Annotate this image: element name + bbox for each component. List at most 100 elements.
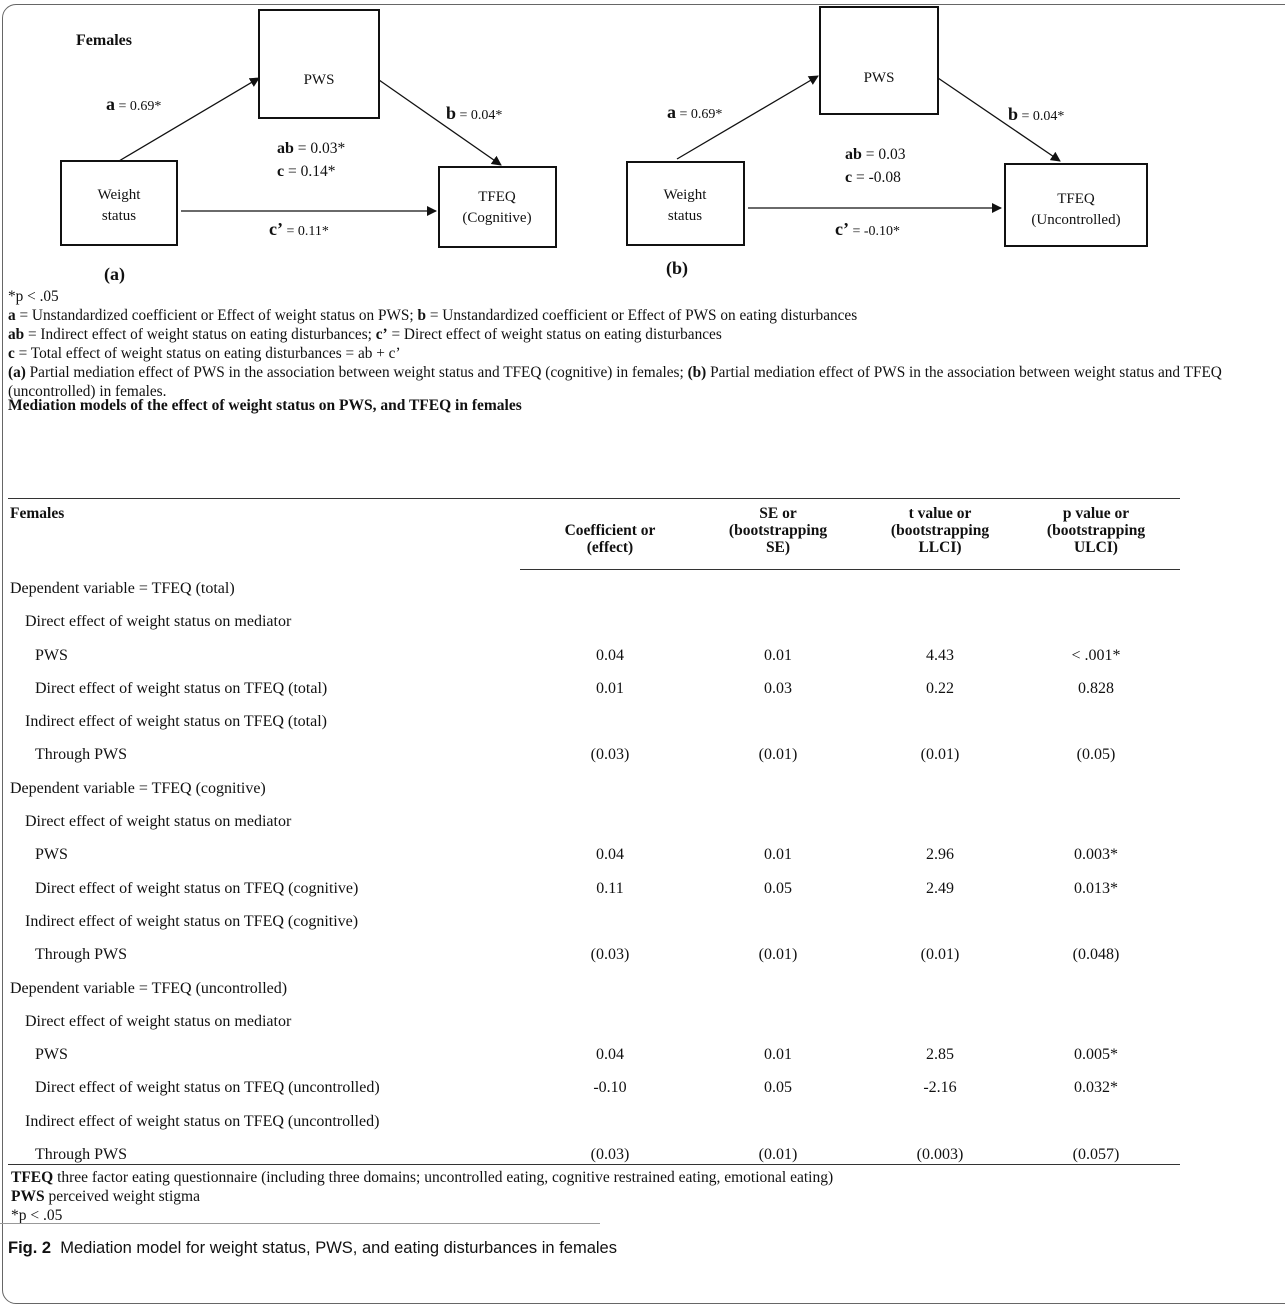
row-value-col2: (0.01) <box>758 746 798 764</box>
coef-b-a: b = 0.04* <box>446 103 502 123</box>
row-value-col1: 0.04 <box>596 846 624 864</box>
row-value-col2: 0.01 <box>764 1046 792 1064</box>
mediation-diagrams: Females PWS Weight status TFEQ (Cognitiv… <box>60 6 1148 285</box>
path-a-arrow-b <box>676 75 819 160</box>
row-label: Direct effect of weight status on TFEQ (… <box>35 879 359 897</box>
row-value-col3: 4.43 <box>926 646 954 664</box>
footnote-pws: PWS perceived weight stigma <box>11 1188 200 1205</box>
pws-box-a-label: PWS <box>304 72 335 88</box>
row-label: Through PWS <box>35 946 127 964</box>
row-value-col3: 2.96 <box>926 846 954 864</box>
table-row: Direct effect of weight status on TFEQ (… <box>8 873 1180 906</box>
note-ab-c-prime-definition: ab = Indirect effect of weight status on… <box>8 326 722 343</box>
row-value-col1: (0.03) <box>590 1146 630 1164</box>
row-label: Direct effect of weight status on TFEQ (… <box>35 679 328 697</box>
tfeq-box-a-line1: TFEQ <box>478 189 516 205</box>
row-label: PWS <box>35 846 68 864</box>
row-value-col2: 0.01 <box>764 846 792 864</box>
row-value-col3: (0.01) <box>920 746 960 764</box>
coef-c-a: c = 0.14* <box>277 163 336 180</box>
row-label: Dependent variable = TFEQ (cognitive) <box>10 779 266 797</box>
row-value-col4: 0.003* <box>1074 846 1118 864</box>
row-value-col2: 0.03 <box>764 679 792 697</box>
coef-a-b: a = 0.69* <box>667 102 722 122</box>
row-label: Through PWS <box>35 746 127 764</box>
header-rule <box>520 569 1180 570</box>
row-value-col1: 0.01 <box>596 679 624 697</box>
group-label: Females <box>76 32 132 49</box>
row-value-col1: -0.10 <box>593 1079 627 1097</box>
table-row: Dependent variable = TFEQ (total) <box>8 573 1180 606</box>
row-label: Direct effect of weight status on mediat… <box>25 813 292 831</box>
row-label: Dependent variable = TFEQ (total) <box>10 580 235 597</box>
diagram-a-label: (a) <box>104 264 125 285</box>
row-label: Direct effect of weight status on mediat… <box>25 613 292 631</box>
row-value-col4: (0.048) <box>1072 946 1120 964</box>
note-a-b-definition: a = Unstandardized coefficient or Effect… <box>8 307 858 324</box>
note-significance: *p < .05 <box>8 288 59 305</box>
header-females: Females <box>10 505 65 522</box>
table-row: Through PWS (0.03) (0.01) (0.01) (0.05) <box>8 739 1180 772</box>
row-value-col2: 0.01 <box>764 646 792 664</box>
pws-box-a <box>258 9 380 119</box>
table-row: PWS 0.04 0.01 2.96 0.003* <box>8 839 1180 872</box>
row-label: PWS <box>35 1046 68 1064</box>
table-bottom-rule <box>8 1164 1180 1165</box>
header-t-value: t value or (bootstrapping LLCI) <box>890 505 990 556</box>
row-value-col2: 0.05 <box>764 879 792 897</box>
header-se: SE or (bootstrapping SE) <box>728 505 828 556</box>
row-value-col1: 0.04 <box>596 646 624 664</box>
table-row: Indirect effect of weight status on TFEQ… <box>8 906 1180 939</box>
row-label: Indirect effect of weight status on TFEQ… <box>25 1112 380 1130</box>
table-row: Direct effect of weight status on TFEQ (… <box>8 1072 1180 1105</box>
tfeq-box-b-line2: (Uncontrolled) <box>1031 212 1120 228</box>
row-value-col2: (0.01) <box>758 1146 798 1164</box>
row-value-col1: 0.04 <box>596 1046 624 1064</box>
row-value-col3: 0.22 <box>926 679 954 697</box>
diagram-notes: *p < .05 a = Unstandardized coefficient … <box>8 287 1283 401</box>
diagram-b-label: (b) <box>666 258 688 279</box>
weight-status-box-b <box>626 161 745 246</box>
row-value-col1: (0.03) <box>590 946 630 964</box>
row-label: Indirect effect of weight status on TFEQ… <box>25 713 327 731</box>
note-panel-descriptions: (a) Partial mediation effect of PWS in t… <box>8 364 1222 400</box>
table-row: Direct effect of weight status on mediat… <box>8 806 1180 839</box>
row-value-col1: (0.03) <box>590 746 630 764</box>
row-value-col2: 0.05 <box>764 1079 792 1097</box>
table-row: PWS 0.04 0.01 4.43 < .001* <box>8 640 1180 673</box>
row-value-col4: 0.005* <box>1074 1046 1118 1064</box>
table-row: Indirect effect of weight status on TFEQ… <box>8 706 1180 739</box>
path-b-arrow-b <box>937 77 1061 162</box>
header-p-value: p value or (bootstrapping ULCI) <box>1046 505 1146 556</box>
weight-status-box-b-line1: Weight <box>664 187 708 203</box>
row-value-col4: 0.828 <box>1078 679 1114 697</box>
row-label: Direct effect of weight status on TFEQ (… <box>35 1079 380 1097</box>
weight-status-box-a-line1: Weight <box>98 187 142 203</box>
row-value-col2: (0.01) <box>758 946 798 964</box>
diagram-b: PWS Weight status TFEQ (Uncontrolled) a … <box>626 6 1148 279</box>
row-label: Through PWS <box>35 1146 127 1164</box>
path-a-arrow <box>118 77 260 162</box>
row-label: PWS <box>35 646 68 664</box>
row-value-col1: 0.11 <box>596 879 624 897</box>
row-label: Dependent variable = TFEQ (uncontrolled) <box>10 979 288 997</box>
table-row: Through PWS (0.03) (0.01) (0.003) (0.057) <box>8 1139 1180 1172</box>
footnote-tfeq: TFEQ three factor eating questionnaire (… <box>11 1169 834 1186</box>
row-value-col3: -2.16 <box>923 1079 957 1097</box>
table-row: Direct effect of weight status on mediat… <box>8 1006 1180 1039</box>
table-row: Dependent variable = TFEQ (uncontrolled) <box>8 973 1180 1006</box>
pws-box-b <box>819 6 939 115</box>
row-value-col4: (0.05) <box>1076 746 1116 764</box>
row-value-col4: 0.013* <box>1074 879 1118 897</box>
row-value-col3: (0.003) <box>916 1146 964 1164</box>
path-b-arrow <box>378 79 502 166</box>
coef-ab-a: ab = 0.03* <box>277 140 346 157</box>
diagram-a: PWS Weight status TFEQ (Cognitive) a = 0… <box>60 9 557 285</box>
table-row: PWS 0.04 0.01 2.85 0.005* <box>8 1039 1180 1072</box>
pws-box-b-label: PWS <box>864 70 895 86</box>
row-value-col4: 0.032* <box>1074 1079 1118 1097</box>
coef-c-prime-b: c’ = -0.10* <box>835 219 900 239</box>
tfeq-box-b <box>1004 163 1148 247</box>
row-value-col3: (0.01) <box>920 946 960 964</box>
table-row: Direct effect of weight status on mediat… <box>8 606 1180 639</box>
